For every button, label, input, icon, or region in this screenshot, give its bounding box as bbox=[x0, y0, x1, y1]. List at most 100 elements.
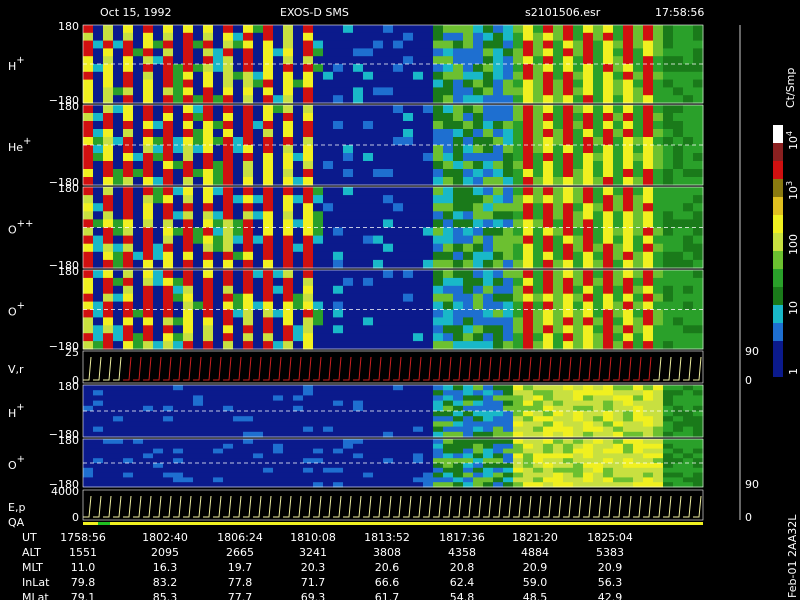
spectrogram-cell bbox=[343, 187, 354, 196]
spectrogram-cell bbox=[453, 177, 464, 186]
spectrogram-cell bbox=[523, 243, 534, 253]
spectrogram-cell bbox=[413, 161, 424, 170]
spectrogram-cell bbox=[433, 400, 444, 407]
spectrogram-cell bbox=[303, 259, 314, 269]
spectrogram-cell bbox=[543, 467, 554, 474]
spectrogram-cell bbox=[343, 121, 354, 130]
spectrogram-cell bbox=[423, 259, 434, 269]
spectrogram-cell bbox=[513, 203, 524, 212]
cell: 1813:52 bbox=[364, 531, 410, 544]
spectrogram-cell bbox=[323, 400, 334, 407]
spectrogram-cell bbox=[533, 113, 544, 122]
spectrogram-cell bbox=[433, 270, 444, 279]
spectrogram-cell bbox=[213, 71, 224, 81]
spectrogram-cell bbox=[503, 251, 514, 261]
spectrogram-cell bbox=[393, 482, 404, 488]
spectrogram-cell bbox=[133, 453, 144, 459]
spectrogram-cell bbox=[583, 293, 594, 303]
spectrogram-cell bbox=[193, 416, 204, 422]
spectrogram-cell bbox=[393, 385, 404, 391]
spectrogram-cell bbox=[353, 405, 364, 412]
spectrogram-cell bbox=[433, 416, 444, 422]
spectrogram-cell bbox=[483, 71, 494, 81]
spectrogram-cell bbox=[383, 293, 394, 303]
spectrogram-cell bbox=[123, 113, 134, 122]
spectrogram-cell bbox=[273, 405, 284, 412]
spectrogram-cell bbox=[533, 161, 544, 170]
spectrogram-cell bbox=[293, 227, 304, 237]
spectrogram-cell bbox=[313, 477, 324, 483]
spectrogram-cell bbox=[183, 113, 194, 122]
spectrogram-cell bbox=[613, 95, 624, 104]
trace bbox=[273, 495, 282, 518]
spectrogram-cell bbox=[263, 145, 274, 154]
spectrogram-cell bbox=[83, 161, 94, 170]
spectrogram-cell bbox=[173, 235, 184, 245]
spectrogram-cell bbox=[633, 482, 644, 488]
spectrogram-cell bbox=[443, 453, 454, 459]
spectrogram-cell bbox=[653, 431, 664, 438]
spectrogram-cell bbox=[493, 251, 504, 261]
spectrogram-cell bbox=[363, 105, 374, 114]
spectrogram-cell bbox=[103, 301, 114, 310]
spectrogram-cell bbox=[563, 79, 574, 88]
spectrogram-cell bbox=[643, 95, 654, 104]
spectrogram-cell bbox=[523, 317, 534, 326]
spectrogram-cell bbox=[463, 169, 474, 178]
spectrogram-cell bbox=[503, 25, 514, 34]
spectrogram-cell bbox=[143, 105, 154, 114]
spectrogram-cell bbox=[253, 463, 264, 469]
spectrogram-cell bbox=[633, 177, 644, 186]
spectrogram-cell bbox=[333, 405, 344, 412]
spectrogram-cell bbox=[313, 195, 324, 204]
spectrogram-cell bbox=[543, 448, 554, 454]
spectrogram-cell bbox=[203, 56, 214, 65]
spectrogram-cell bbox=[253, 301, 264, 310]
spectrogram-cell bbox=[193, 439, 204, 445]
spectrogram-cell bbox=[383, 416, 394, 422]
spectrogram-cell bbox=[423, 463, 434, 469]
spectrogram-cell bbox=[153, 203, 164, 212]
spectrogram-cell bbox=[603, 87, 614, 96]
spectrogram-cell bbox=[333, 87, 344, 96]
spectrogram-cell bbox=[343, 71, 354, 81]
spectrogram-cell bbox=[413, 259, 424, 269]
spectrogram-cell bbox=[393, 95, 404, 104]
spectrogram-cell bbox=[143, 169, 154, 178]
spectrogram-cell bbox=[563, 421, 574, 428]
spectrogram-cell bbox=[323, 416, 334, 422]
spectrogram-cell bbox=[203, 390, 214, 396]
spectrogram-cell bbox=[293, 426, 304, 433]
spectrogram-cell bbox=[653, 426, 664, 433]
spectrogram-cell bbox=[393, 79, 404, 88]
spectrogram-cell bbox=[643, 48, 654, 57]
spectrogram-cell bbox=[513, 56, 524, 65]
spectrogram-cell bbox=[693, 453, 704, 459]
spectrogram-cell bbox=[683, 448, 694, 454]
spectrogram-cell bbox=[113, 129, 124, 138]
spectrogram-cell bbox=[413, 385, 424, 391]
spectrogram-cell bbox=[543, 317, 554, 326]
spectrogram-cell bbox=[93, 64, 104, 73]
spectrogram-cell bbox=[383, 426, 394, 433]
colorbar-label: 103 bbox=[785, 181, 800, 200]
spectrogram-cell bbox=[643, 395, 654, 402]
spectrogram-cell bbox=[673, 251, 684, 261]
spectrogram-cell bbox=[513, 177, 524, 186]
spectrogram-cell bbox=[643, 390, 654, 396]
spectrogram-cell bbox=[233, 129, 244, 138]
spectrogram-cell bbox=[393, 145, 404, 154]
colorbar-label: 100 bbox=[787, 234, 800, 255]
spectrogram-cell bbox=[133, 431, 144, 438]
spectrogram-cell bbox=[83, 301, 94, 310]
spectrogram-cell bbox=[323, 293, 334, 303]
spectrogram-cell bbox=[193, 243, 204, 253]
spectrogram-cell bbox=[273, 259, 284, 269]
spectrogram-cell bbox=[393, 458, 404, 464]
spectrogram-cell bbox=[163, 259, 174, 269]
spectrogram-cell bbox=[163, 105, 174, 114]
spectrogram-cell bbox=[553, 40, 564, 49]
spectrogram-cell bbox=[173, 177, 184, 186]
spectrogram-cell bbox=[493, 293, 504, 303]
spectrogram-cell bbox=[533, 458, 544, 464]
